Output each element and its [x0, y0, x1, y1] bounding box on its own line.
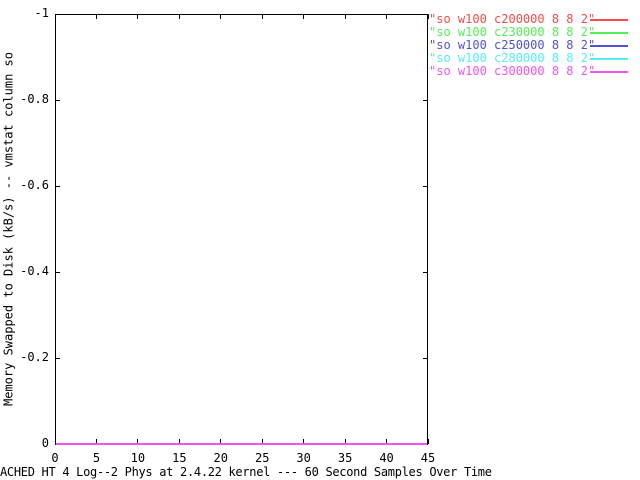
legend-entry-label: "so w100 c200000 8 8 2" [429, 12, 596, 26]
legend-entry-label: "so w100 c280000 8 8 2" [429, 51, 596, 65]
x-tick-mark-bottom [178, 439, 180, 444]
legend-entry-label: "so w100 c300000 8 8 2" [429, 64, 596, 78]
x-tick-mark-bottom [54, 439, 56, 444]
y-tick-label: -0.8 [20, 92, 49, 106]
y-tick-mark-right [423, 13, 428, 15]
legend-entry-label: "so w100 c250000 8 8 2" [429, 38, 596, 52]
y-tick-mark-left [55, 13, 60, 15]
legend-line-sample [590, 32, 628, 34]
x-axis-title: ACHED HT 4 Log--2 Phys at 2.4.22 kernel … [0, 465, 492, 479]
x-tick-mark-bottom [427, 439, 429, 444]
y-tick-mark-right [423, 357, 428, 359]
y-tick-mark-right [423, 185, 428, 187]
legend-line-sample [590, 45, 628, 47]
x-tick-label: 25 [254, 451, 270, 465]
x-tick-label: 5 [92, 451, 101, 465]
x-tick-label: 35 [337, 451, 353, 465]
x-tick-mark-bottom [386, 439, 388, 444]
y-tick-mark-left [55, 185, 60, 187]
y-tick-mark-left [55, 271, 60, 273]
x-tick-mark-top [261, 14, 263, 19]
y-tick-label: -0.2 [20, 350, 49, 364]
x-tick-mark-bottom [303, 439, 305, 444]
x-tick-mark-top [178, 14, 180, 19]
x-tick-label: 45 [420, 451, 436, 465]
x-tick-mark-top [386, 14, 388, 19]
y-tick-mark-right [423, 99, 428, 101]
legend-line-sample [590, 19, 628, 21]
y-tick-label: -1 [34, 6, 49, 20]
x-tick-mark-bottom [261, 439, 263, 444]
x-tick-mark-bottom [95, 439, 97, 444]
y-tick-mark-left [55, 99, 60, 101]
y-tick-mark-right [423, 271, 428, 273]
plot-frame [55, 14, 428, 444]
x-tick-mark-bottom [220, 439, 222, 444]
series-line-4 [56, 443, 427, 445]
x-tick-label: 30 [296, 451, 311, 465]
legend-entry-label: "so w100 c230000 8 8 2" [429, 25, 596, 39]
x-tick-mark-top [344, 14, 346, 19]
x-tick-label: 20 [213, 451, 228, 465]
y-tick-mark-left [55, 357, 60, 359]
y-tick-label: -0.4 [20, 264, 49, 278]
legend-line-sample [590, 58, 628, 60]
x-tick-mark-top [95, 14, 97, 19]
x-tick-label: 40 [379, 451, 394, 465]
y-tick-label: 0 [41, 436, 49, 450]
legend-line-sample [590, 71, 628, 73]
x-tick-mark-top [54, 14, 56, 19]
x-tick-mark-bottom [137, 439, 139, 444]
y-tick-label: -0.6 [20, 178, 49, 192]
x-tick-label: 10 [130, 451, 146, 465]
x-tick-label: 15 [172, 451, 187, 465]
x-tick-mark-top [427, 14, 429, 19]
x-tick-mark-top [303, 14, 305, 19]
x-tick-mark-bottom [344, 439, 346, 444]
x-tick-label: 0 [51, 451, 59, 465]
x-tick-mark-top [137, 14, 139, 19]
x-tick-mark-top [220, 14, 222, 19]
